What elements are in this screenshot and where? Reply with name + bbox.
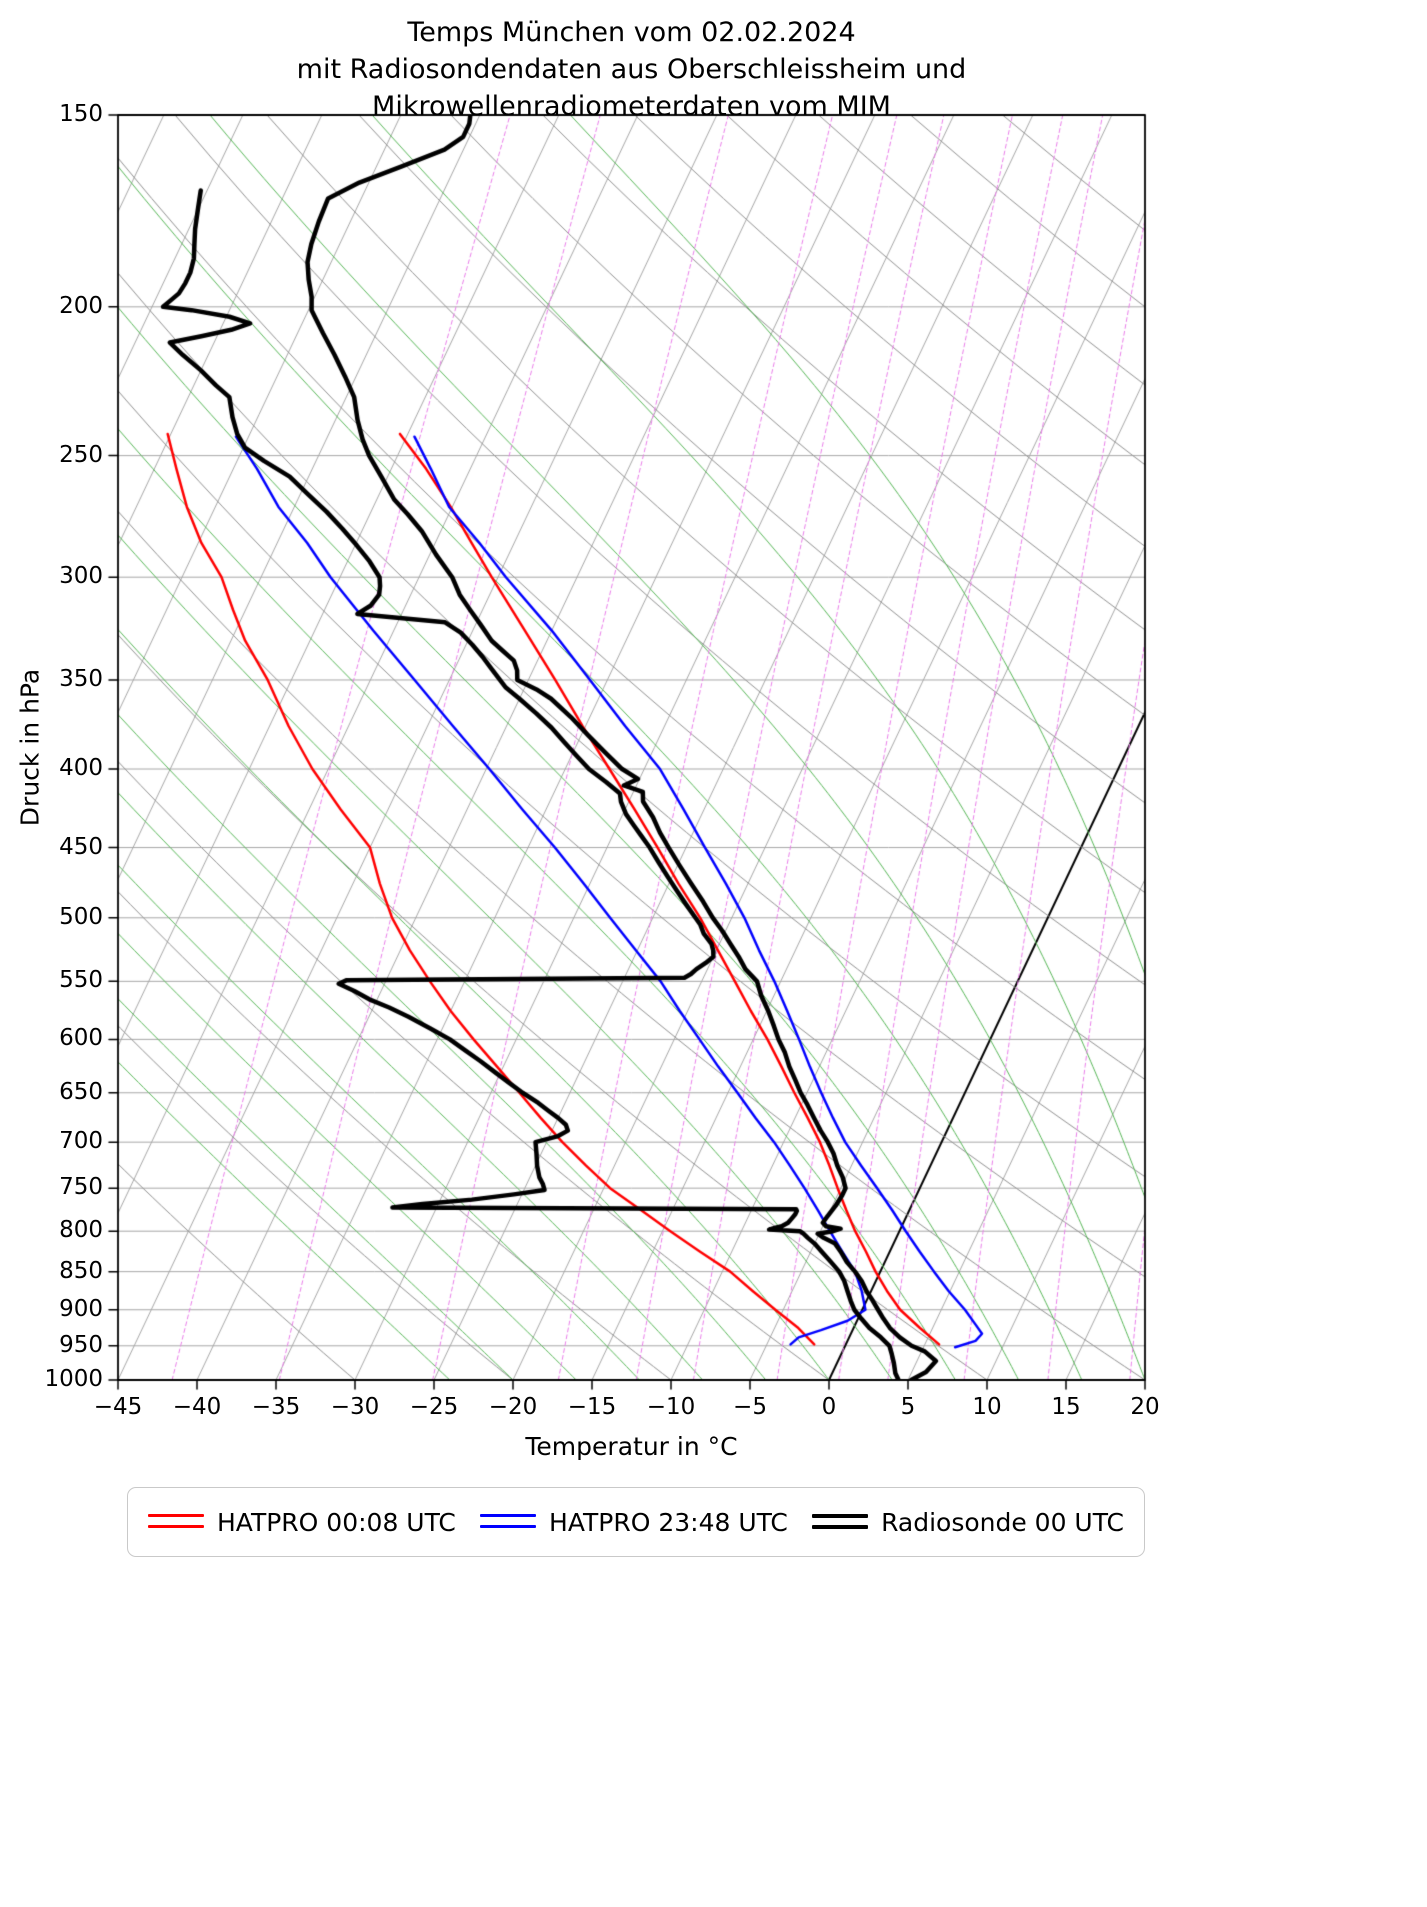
y-tick-label: 800 <box>59 1217 103 1244</box>
x-tick-label: 10 <box>972 1394 1002 1420</box>
legend-label: HATPRO 00:08 UTC <box>217 1507 456 1537</box>
chart-title: Temps München vom 02.02.2024 mit Radioso… <box>118 14 1145 125</box>
y-tick-label: 550 <box>59 967 103 994</box>
legend-item-hatpro-0008: HATPRO 00:08 UTC <box>148 1508 456 1537</box>
y-tick-label: 650 <box>59 1078 103 1105</box>
legend-item-hatpro-2348: HATPRO 23:48 UTC <box>480 1508 788 1537</box>
legend-line-sample-blue <box>480 1508 537 1536</box>
y-tick-label: 300 <box>59 563 103 590</box>
y-tick-label: 700 <box>59 1128 103 1155</box>
x-tick-label: −20 <box>488 1394 538 1420</box>
chart-title-line-1: Temps München vom 02.02.2024 <box>407 17 856 48</box>
legend: HATPRO 00:08 UTC HATPRO 23:48 UTC Radios… <box>127 1487 1145 1557</box>
x-tick-label: 20 <box>1130 1394 1160 1420</box>
y-tick-label: 900 <box>59 1295 103 1322</box>
x-tick-label: 0 <box>821 1394 837 1420</box>
y-tick-label: 600 <box>59 1025 103 1052</box>
x-tick-label: 5 <box>900 1394 916 1420</box>
legend-line-sample-red <box>148 1508 204 1536</box>
legend-label: HATPRO 23:48 UTC <box>549 1507 788 1537</box>
y-tick-label: 150 <box>59 101 103 127</box>
legend-item-radiosonde: Radiosonde 00 UTC <box>812 1508 1124 1537</box>
x-tick-label: −15 <box>567 1394 617 1420</box>
x-tick-label: −25 <box>409 1394 459 1420</box>
x-tick-label: −45 <box>93 1394 143 1420</box>
x-tick-label: −40 <box>172 1394 222 1420</box>
y-tick-label: 950 <box>59 1331 103 1358</box>
y-tick-label: 400 <box>59 755 103 782</box>
x-axis-label: Temperatur in °C <box>525 1432 738 1461</box>
x-tick-label: −35 <box>251 1394 301 1420</box>
y-tick-label: 450 <box>59 833 103 860</box>
chart-title-line-2: mit Radiosondendaten aus Oberschleisshei… <box>296 54 967 85</box>
x-tick-label: 15 <box>1051 1394 1081 1420</box>
y-tick-label: 250 <box>59 441 103 468</box>
legend-label: Radiosonde 00 UTC <box>881 1507 1124 1537</box>
y-tick-label: 500 <box>59 903 103 930</box>
chart-title-line-3: Mikrowellenradiometerdaten vom MIM <box>372 91 891 122</box>
x-tick-label: −30 <box>330 1394 380 1420</box>
legend-line-sample-black <box>812 1508 869 1536</box>
y-tick-label: 750 <box>59 1174 103 1201</box>
x-tick-label: −5 <box>733 1394 767 1420</box>
y-tick-label: 200 <box>59 292 103 319</box>
y-tick-label: 1000 <box>44 1366 103 1392</box>
y-tick-label: 350 <box>59 665 103 692</box>
x-tick-label: −10 <box>646 1394 696 1420</box>
y-tick-label: 850 <box>59 1257 103 1284</box>
